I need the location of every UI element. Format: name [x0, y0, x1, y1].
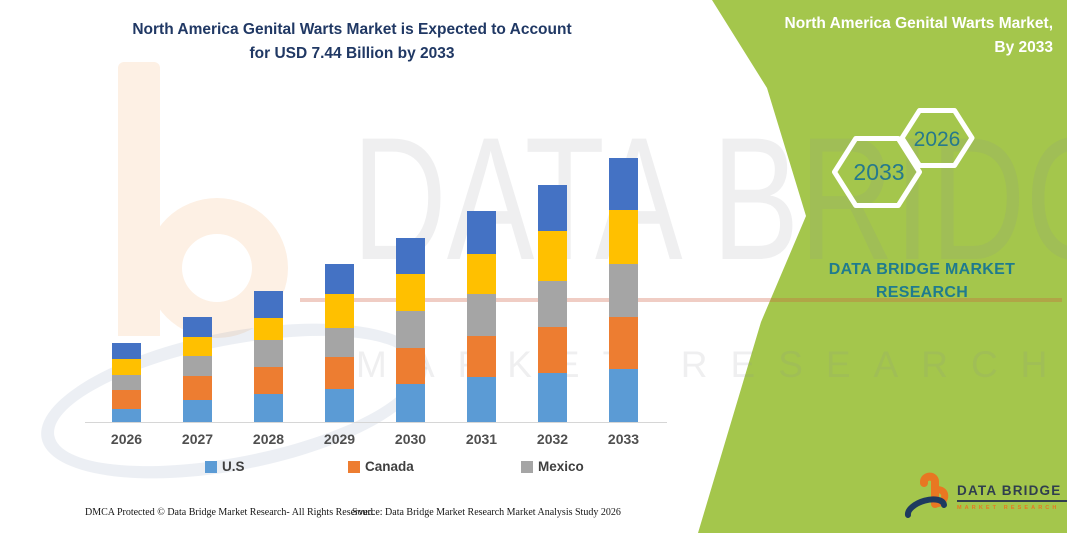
bar-2029-segment-unlabeled-yellow — [325, 293, 354, 328]
bar-2032-segment-mexico — [538, 280, 567, 327]
legend-swatch-u-s — [205, 460, 217, 473]
bar-slot-2030 — [375, 132, 446, 422]
data-bridge-logo-icon — [904, 472, 949, 518]
stacked-bar-2032 — [538, 185, 567, 422]
bar-2028-segment-u-s — [254, 394, 283, 422]
bar-2028-segment-unlabeled-yellow — [254, 317, 283, 340]
dmca-notice: DMCA Protected © Data Bridge Market Rese… — [85, 507, 376, 518]
data-bridge-logo: DATA BRIDGE MARKET RESEARCH — [903, 467, 1067, 527]
x-axis-line — [85, 422, 667, 423]
bar-2028-segment-canada — [254, 367, 283, 395]
hexagon-2026-label: 2026 — [914, 128, 961, 151]
x-axis-label-2033: 2033 — [607, 431, 640, 447]
bar-2032-segment-u-s — [538, 372, 567, 422]
bar-slot-2032 — [517, 132, 588, 422]
bar-2030-segment-canada — [396, 348, 425, 385]
bar-2030-segment-unlabeled-darkblue — [396, 237, 425, 275]
bar-2031-segment-u-s — [467, 376, 496, 422]
bar-2026-segment-canada — [112, 390, 141, 409]
bar-2029-segment-canada — [325, 357, 354, 389]
hexagon-2033-label: 2033 — [853, 159, 904, 185]
bar-slot-2033 — [588, 132, 659, 422]
data-bridge-logo-text: DATA BRIDGE MARKET RESEARCH — [957, 483, 1067, 511]
bar-2027-segment-u-s — [183, 400, 212, 422]
bar-2028-segment-mexico — [254, 339, 283, 368]
bar-2031-segment-unlabeled-darkblue — [467, 210, 496, 254]
logo-name: DATA BRIDGE — [957, 483, 1062, 499]
bar-2029-segment-mexico — [325, 327, 354, 358]
page-title-line-1: North America Genital Warts Market is Ex… — [132, 21, 572, 38]
bar-2033-segment-u-s — [609, 369, 638, 422]
bar-2033-segment-canada — [609, 316, 638, 370]
bar-2030-segment-unlabeled-yellow — [396, 274, 425, 311]
bar-2032-segment-canada — [538, 326, 567, 373]
bar-2027-segment-unlabeled-darkblue — [183, 316, 212, 337]
legend-label-mexico: Mexico — [538, 459, 584, 474]
logo-tagline: MARKET RESEARCH — [957, 504, 1060, 511]
x-axis-label-2029: 2029 — [323, 431, 356, 447]
bar-slot-2028 — [233, 132, 304, 422]
year-hexagons: 2033 2026 — [832, 108, 975, 208]
stacked-bar-2033 — [609, 158, 638, 422]
x-axis-label-2026: 2026 — [110, 431, 143, 447]
x-axis-label-2032: 2032 — [536, 431, 569, 447]
bar-2027-segment-mexico — [183, 356, 212, 376]
bar-2031-segment-unlabeled-yellow — [467, 253, 496, 294]
legend-label-canada: Canada — [365, 459, 414, 474]
bar-chart — [91, 132, 659, 422]
brand-text: DATA BRIDGE MARKET RESEARCH — [828, 261, 1016, 301]
bar-2032-segment-unlabeled-darkblue — [538, 185, 567, 232]
legend-swatch-mexico — [521, 460, 533, 473]
stacked-bar-2030 — [396, 237, 425, 422]
side-panel-title: North America Genital Warts Market, By 2… — [703, 12, 1053, 60]
stacked-bar-2028 — [254, 291, 283, 422]
bar-2029-segment-u-s — [325, 388, 354, 422]
hexagon-2026-outline — [899, 108, 975, 168]
x-axis-label-2031: 2031 — [465, 431, 498, 447]
x-axis-labels: 2026 2027 2028 2029 2030 2031 2032 2033 — [91, 431, 659, 447]
x-axis-label-2028: 2028 — [252, 431, 285, 447]
bar-2029-segment-unlabeled-darkblue — [325, 264, 354, 294]
source-note: Source: Data Bridge Market Research Mark… — [352, 507, 621, 518]
bar-2030-segment-u-s — [396, 384, 425, 422]
x-axis-label-2030: 2030 — [394, 431, 427, 447]
legend-swatch-canada — [348, 460, 360, 473]
bar-2027-segment-unlabeled-yellow — [183, 336, 212, 357]
bar-2031-segment-canada — [467, 336, 496, 377]
page-title: North America Genital Warts Market is Ex… — [122, 18, 582, 66]
legend-item-canada: Canada — [348, 459, 414, 474]
bar-2026-segment-mexico — [112, 375, 141, 391]
bar-2026-segment-u-s — [112, 408, 141, 422]
page-title-line-2: for USD 7.44 Billion by 2033 — [249, 45, 455, 62]
stacked-bar-2031 — [467, 210, 496, 422]
bar-2026-segment-unlabeled-darkblue — [112, 342, 141, 359]
bar-slot-2031 — [446, 132, 517, 422]
bar-2033-segment-unlabeled-darkblue — [609, 158, 638, 210]
bar-2032-segment-unlabeled-yellow — [538, 231, 567, 281]
bar-2030-segment-mexico — [396, 310, 425, 349]
stacked-bar-2029 — [325, 264, 354, 422]
hexagon-2033-outline — [832, 136, 922, 208]
side-panel-title-line-2: By 2033 — [994, 39, 1053, 56]
bar-2031-segment-mexico — [467, 293, 496, 337]
legend-item-u-s: U.S — [205, 459, 245, 474]
bar-2033-segment-mexico — [609, 264, 638, 317]
bar-slot-2026 — [91, 132, 162, 422]
legend-item-mexico: Mexico — [521, 459, 584, 474]
bar-2027-segment-canada — [183, 375, 212, 401]
stacked-bar-2027 — [183, 316, 212, 422]
bar-2033-segment-unlabeled-yellow — [609, 209, 638, 265]
bar-2026-segment-unlabeled-yellow — [112, 358, 141, 376]
legend-label-u-s: U.S — [222, 459, 245, 474]
bar-slot-2029 — [304, 132, 375, 422]
side-panel-title-line-1: North America Genital Warts Market, — [784, 15, 1053, 32]
bar-slot-2027 — [162, 132, 233, 422]
logo-divider-line — [957, 500, 1067, 502]
x-axis-label-2027: 2027 — [181, 431, 214, 447]
watermark-underline — [300, 298, 1062, 302]
bar-2028-segment-unlabeled-darkblue — [254, 291, 283, 318]
stacked-bar-2026 — [112, 342, 141, 422]
